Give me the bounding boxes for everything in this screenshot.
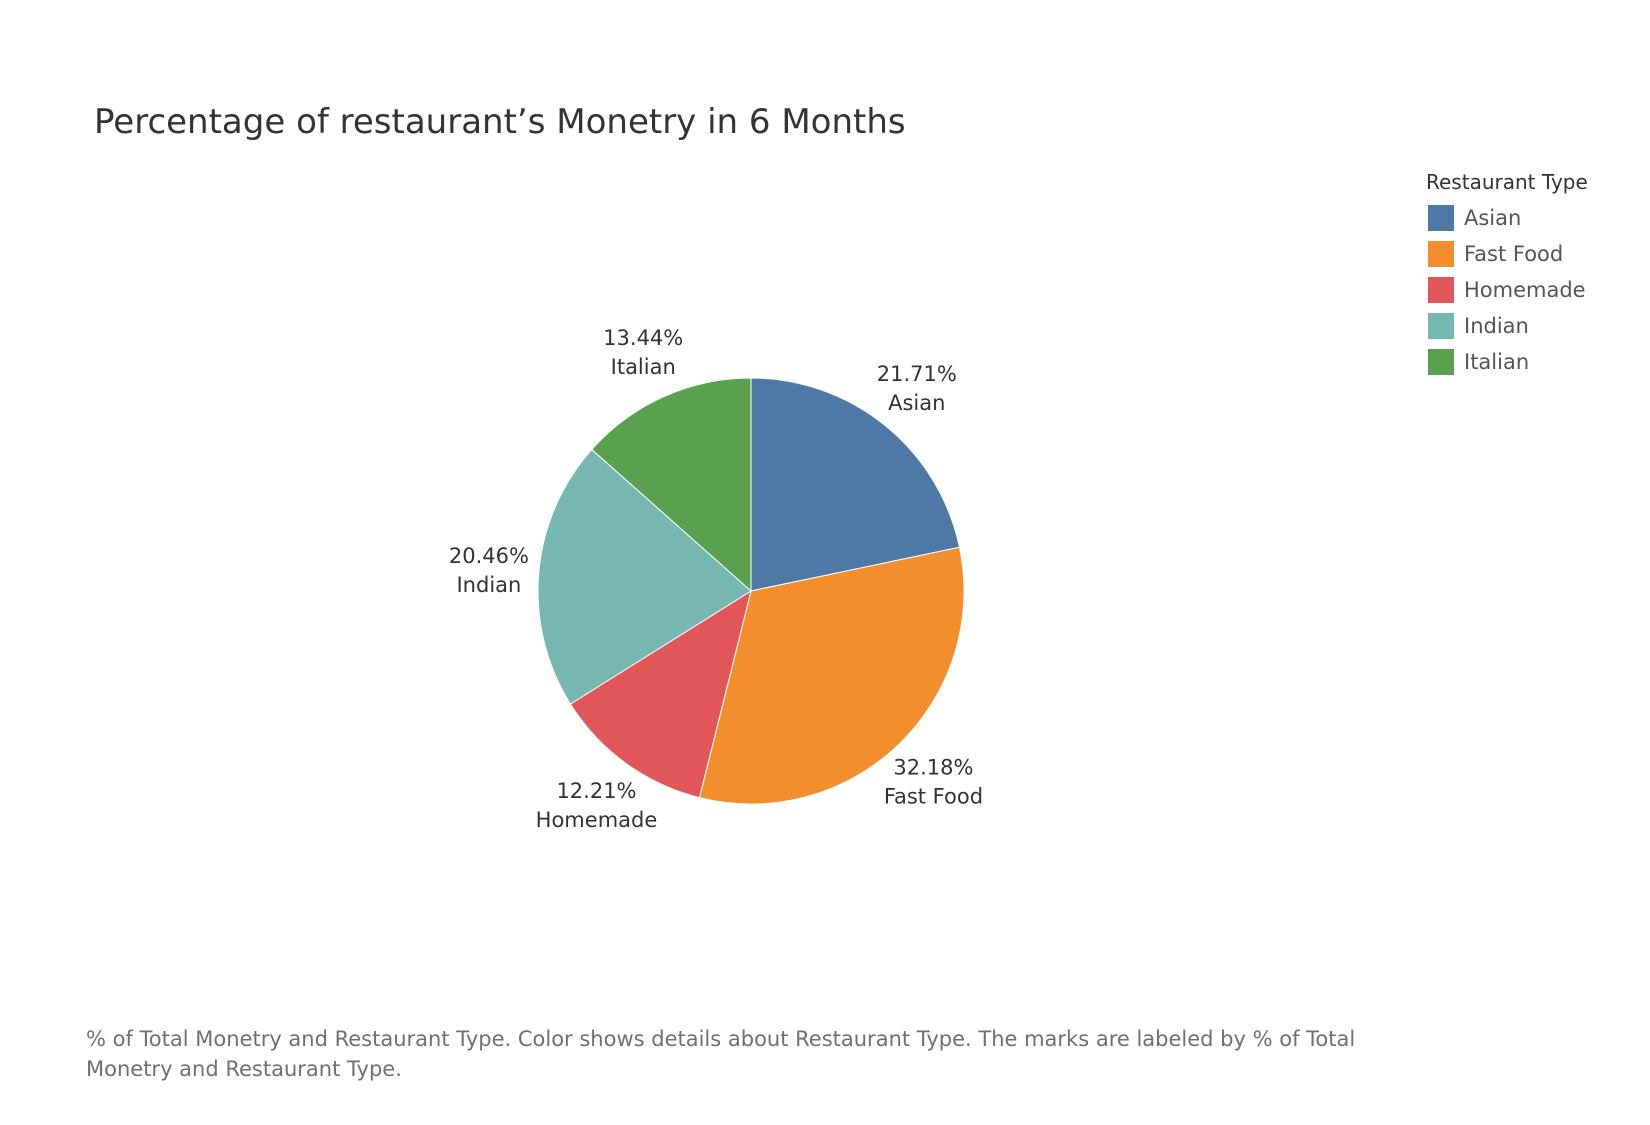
chart-caption: % of Total Monetry and Restaurant Type. …: [86, 1027, 1356, 1081]
pie-slices: [537, 377, 965, 805]
legend-title: Restaurant Type: [1426, 170, 1588, 194]
legend-label: Asian: [1464, 206, 1522, 230]
legend-item-asian[interactable]: Asian: [1426, 200, 1588, 236]
legend-label: Italian: [1464, 350, 1530, 374]
slice-value-label: 20.46%: [449, 544, 529, 568]
slice-category-label: Indian: [456, 573, 521, 597]
legend-swatch: [1428, 205, 1454, 231]
legend-swatch: [1428, 313, 1454, 339]
legend-swatch: [1428, 241, 1454, 267]
legend-item-fast-food[interactable]: Fast Food: [1426, 236, 1588, 272]
pie-labels: 21.71% Asian 32.18% Fast Food 12.21% Homemade…: [449, 326, 983, 832]
legend: Restaurant Type Asian Fast Food Homemade…: [1426, 170, 1588, 380]
slice-category-label: Asian: [888, 391, 945, 415]
pie-slice-italian[interactable]: [591, 377, 752, 593]
slice-value-label: 21.71%: [877, 362, 957, 386]
slice-category-label: Fast Food: [884, 784, 983, 808]
slice-category-label: Homemade: [536, 808, 658, 832]
legend-item-homemade[interactable]: Homemade: [1426, 272, 1588, 308]
pie-slice-asian[interactable]: [750, 377, 961, 592]
legend-item-italian[interactable]: Italian: [1426, 344, 1588, 380]
legend-item-indian[interactable]: Indian: [1426, 308, 1588, 344]
legend-label: Indian: [1464, 314, 1529, 338]
legend-swatch: [1428, 349, 1454, 375]
slice-category-label: Italian: [611, 355, 676, 379]
slice-value-label: 13.44%: [603, 326, 683, 350]
chart-title: Percentage of restaurant’s Monetry in 6 …: [94, 102, 906, 142]
pie-slice-fast-food[interactable]: [698, 546, 965, 805]
pie-slice-homemade[interactable]: [569, 589, 752, 799]
legend-label: Fast Food: [1464, 242, 1564, 266]
pie-slice-indian[interactable]: [537, 448, 752, 705]
legend-swatch: [1428, 277, 1454, 303]
slice-value-label: 12.21%: [556, 779, 636, 803]
slice-value-label: 32.18%: [893, 755, 973, 779]
legend-label: Homemade: [1464, 278, 1586, 302]
